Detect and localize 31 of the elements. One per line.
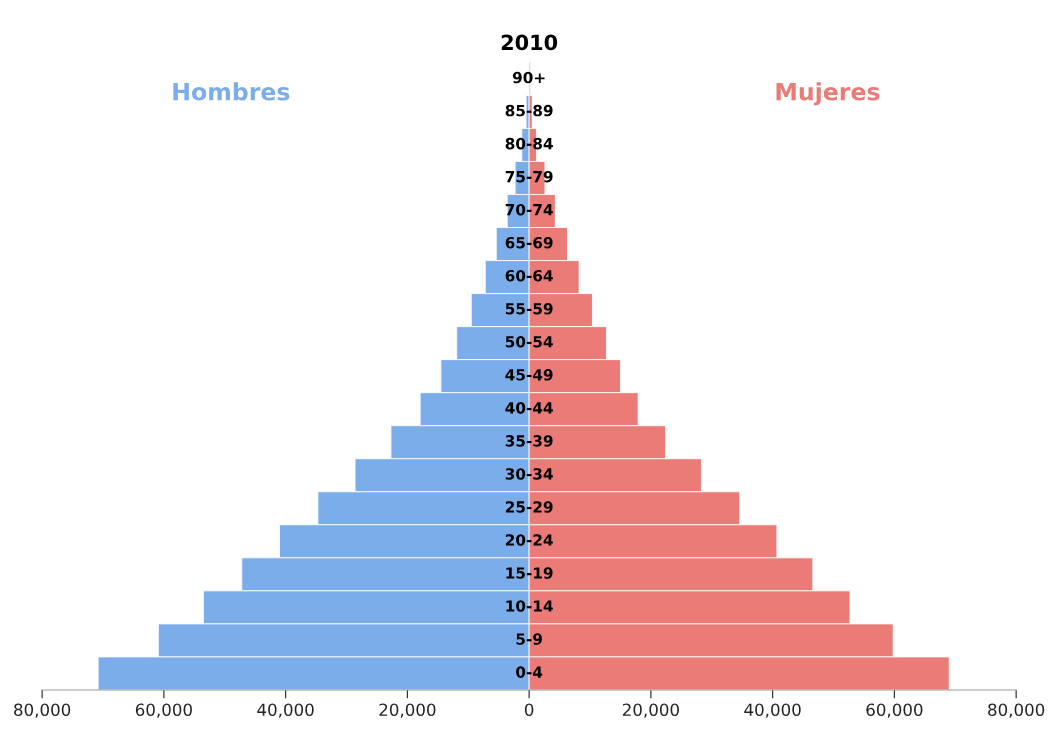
text: Mujeres: [776, 82, 880, 106]
text: Hombres: [173, 82, 290, 101]
chart-title: 2010: [501, 34, 558, 51]
y-tick-label: 40-44: [505, 402, 553, 414]
y-tick-label: 25-29: [505, 501, 553, 513]
y-tick-label: 85-89: [505, 104, 553, 117]
x-tick-label: 60,000: [866, 703, 923, 718]
x-tick-label: 40,000: [744, 703, 801, 718]
y-tick-label: 35-39: [505, 435, 553, 447]
y-tick-label: 60-64: [505, 269, 553, 282]
x-tick-label: 80,000: [14, 703, 71, 718]
x-tick-label: 80,000: [988, 703, 1045, 718]
y-tick-label: 5-9: [516, 633, 542, 645]
y-tick-label: 45-49: [505, 369, 553, 381]
x-tick-label: 20,000: [379, 703, 436, 718]
y-tick-label: 10-14: [506, 600, 553, 612]
y-tick-label: 20-24: [505, 534, 553, 546]
x-tick-label: 40,000: [257, 703, 314, 718]
y-tick-label: 50-54: [505, 336, 553, 348]
y-tick-label: 0-4: [516, 666, 543, 678]
y-tick-label: 30-34: [505, 468, 553, 480]
x-tick-label: 20,000: [622, 703, 679, 718]
x-tick-label: 60,000: [135, 703, 192, 718]
x-tick-label: 0: [524, 703, 534, 717]
y-tick-label: 90+: [512, 71, 545, 84]
y-tick-label: 65-69: [505, 236, 553, 249]
y-tick-label: 15-19: [506, 567, 553, 579]
y-tick-label: 70-74: [505, 203, 553, 216]
y-tick-label: 80-84: [505, 137, 553, 150]
y-tick-label: 75-79: [505, 170, 553, 183]
y-tick-label: 55-59: [505, 303, 553, 315]
